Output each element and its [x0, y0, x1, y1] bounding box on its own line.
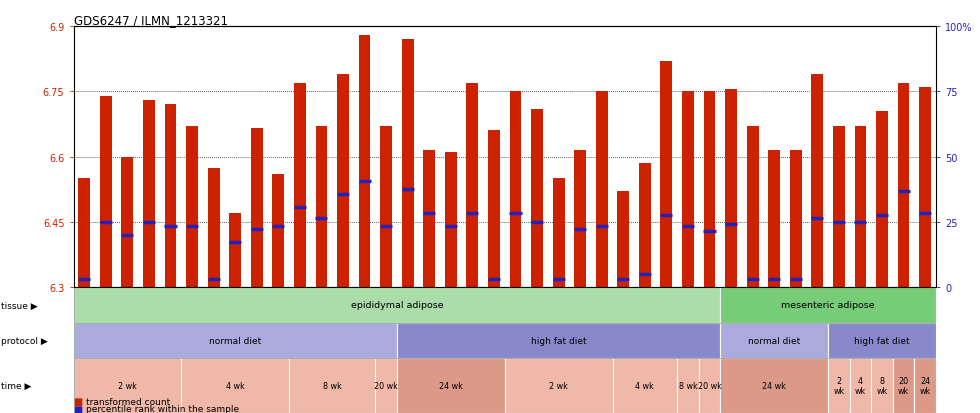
Text: 2 wk: 2 wk — [118, 381, 137, 390]
Bar — [289, 358, 375, 413]
Bar — [720, 358, 828, 413]
Text: 20 wk: 20 wk — [374, 381, 398, 390]
Text: ■: ■ — [74, 404, 82, 413]
Bar — [402, 40, 414, 287]
Bar — [531, 109, 543, 287]
Bar — [229, 214, 241, 287]
Text: 2 wk: 2 wk — [549, 381, 568, 390]
Bar — [272, 175, 284, 287]
Text: 24 wk: 24 wk — [762, 381, 786, 390]
Text: normal diet: normal diet — [748, 336, 801, 345]
Text: protocol ▶: protocol ▶ — [1, 336, 48, 345]
Bar — [768, 151, 780, 287]
Bar — [553, 179, 564, 287]
Bar — [165, 105, 176, 287]
Bar — [871, 358, 893, 413]
Bar — [181, 358, 289, 413]
Bar — [251, 129, 263, 287]
Bar — [661, 62, 672, 287]
Bar — [122, 157, 133, 287]
Bar — [100, 96, 112, 287]
Text: transformed count: transformed count — [86, 397, 171, 406]
Bar — [574, 151, 586, 287]
Text: 8
wk: 8 wk — [876, 376, 888, 395]
Text: normal diet: normal diet — [209, 336, 262, 345]
Bar — [359, 36, 370, 287]
Text: 4 wk: 4 wk — [635, 381, 655, 390]
Text: 4
wk: 4 wk — [855, 376, 866, 395]
Text: GDS6247 / ILMN_1213321: GDS6247 / ILMN_1213321 — [74, 14, 227, 27]
Text: 8 wk: 8 wk — [322, 381, 342, 390]
Bar — [596, 92, 608, 287]
Bar — [811, 75, 823, 287]
Text: time ▶: time ▶ — [1, 381, 31, 390]
Bar — [828, 323, 936, 358]
Bar — [397, 358, 505, 413]
Text: 20
wk: 20 wk — [898, 376, 909, 395]
Bar — [833, 127, 845, 287]
Text: 4 wk: 4 wk — [225, 381, 245, 390]
Bar — [445, 153, 457, 287]
Bar — [510, 92, 521, 287]
Bar — [704, 92, 715, 287]
Bar — [699, 358, 720, 413]
Bar — [294, 83, 306, 287]
Bar — [790, 151, 802, 287]
Bar — [850, 358, 871, 413]
Bar — [74, 358, 181, 413]
Bar — [876, 112, 888, 287]
Bar — [397, 323, 720, 358]
Bar — [677, 358, 699, 413]
Bar — [747, 127, 759, 287]
Bar — [74, 323, 397, 358]
Bar — [720, 287, 936, 323]
Bar — [720, 323, 828, 358]
Bar — [919, 88, 931, 287]
Bar — [423, 151, 435, 287]
Text: high fat diet: high fat diet — [855, 336, 909, 345]
Text: 2
wk: 2 wk — [833, 376, 845, 395]
Bar — [914, 358, 936, 413]
Bar — [617, 192, 629, 287]
Bar — [898, 83, 909, 287]
Bar — [78, 179, 90, 287]
Text: percentile rank within the sample: percentile rank within the sample — [86, 404, 239, 413]
Text: 24 wk: 24 wk — [439, 381, 463, 390]
Bar — [208, 168, 220, 287]
Bar — [488, 131, 500, 287]
Bar — [893, 358, 914, 413]
Text: epididymal adipose: epididymal adipose — [351, 301, 443, 310]
Text: high fat diet: high fat diet — [531, 336, 586, 345]
Text: 24
wk: 24 wk — [919, 376, 931, 395]
Bar — [375, 358, 397, 413]
Text: mesenteric adipose: mesenteric adipose — [781, 301, 875, 310]
Bar — [316, 127, 327, 287]
Text: ■: ■ — [74, 396, 82, 406]
Bar — [466, 83, 478, 287]
Bar — [682, 92, 694, 287]
Bar — [143, 101, 155, 287]
Bar — [855, 127, 866, 287]
Bar — [380, 127, 392, 287]
Bar — [612, 358, 677, 413]
Bar — [828, 358, 850, 413]
Bar — [505, 358, 612, 413]
Text: 20 wk: 20 wk — [698, 381, 721, 390]
Text: tissue ▶: tissue ▶ — [1, 301, 37, 310]
Text: 8 wk: 8 wk — [678, 381, 698, 390]
Bar — [725, 90, 737, 287]
Bar — [639, 164, 651, 287]
Bar — [186, 127, 198, 287]
Bar — [337, 75, 349, 287]
Bar — [74, 287, 720, 323]
